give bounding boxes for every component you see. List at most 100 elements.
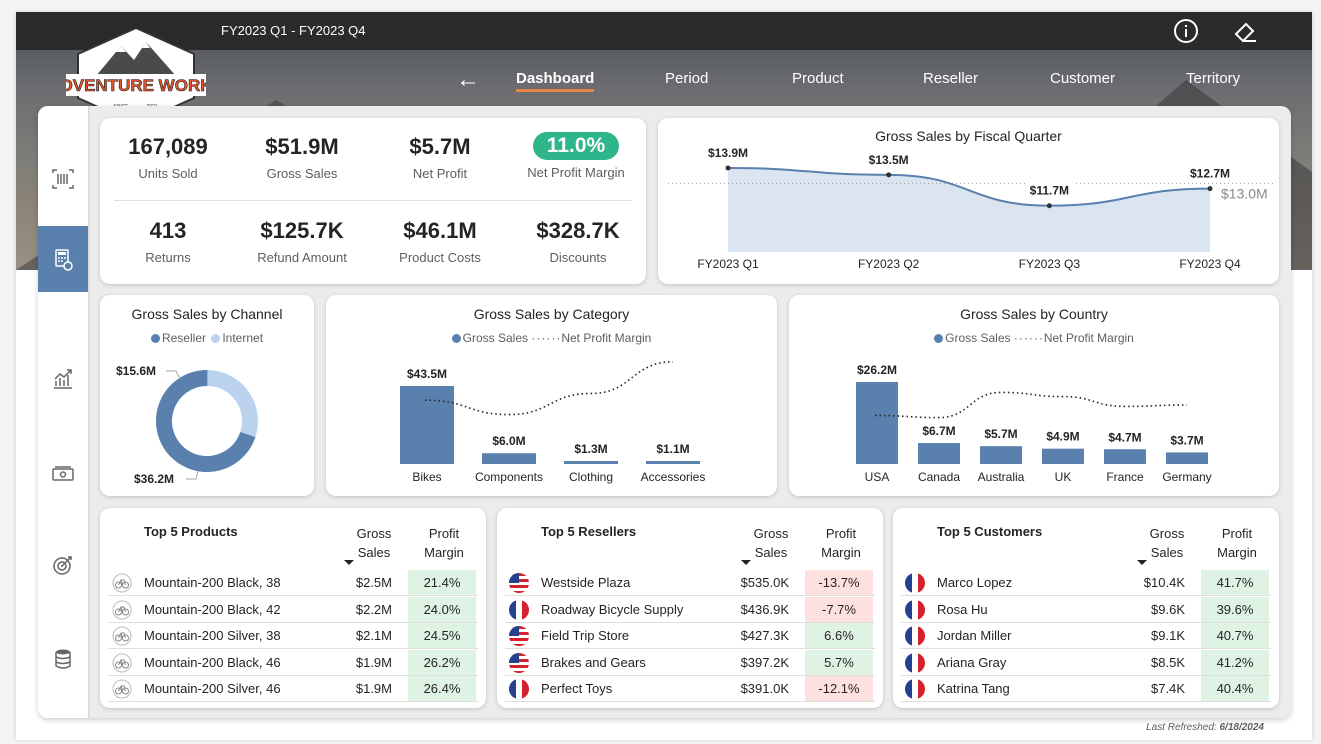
- header-profit-margin[interactable]: Profit Margin: [1203, 524, 1271, 562]
- kpi-gross-sales: $51.9M Gross Sales: [237, 134, 367, 181]
- row-gross-sales: $1.9M: [355, 681, 392, 696]
- category-chart-card: Gross Sales by Category Gross Sales ····…: [326, 295, 777, 496]
- legend-dot-sales: [934, 334, 944, 344]
- bar: [564, 461, 618, 464]
- rail-barcode[interactable]: [38, 146, 88, 212]
- table-title: Top 5 Customers: [937, 524, 1043, 539]
- kpi-net-profit: $5.7M Net Profit: [375, 134, 505, 181]
- table-row[interactable]: Mountain-200 Black, 42 $2.2M 24.0%: [108, 596, 478, 623]
- top-resellers-table: Top 5 Resellers Gross Sales Profit Margin Wes…: [497, 508, 883, 708]
- data-label-bg: [704, 144, 752, 161]
- table-row[interactable]: Roadway Bicycle Supply $436.9K -7.7%: [505, 596, 875, 623]
- table-row[interactable]: Mountain-200 Black, 38 $2.5M 21.4%: [108, 570, 478, 596]
- france-flag-icon: [905, 679, 925, 699]
- kpi-value: $328.7K: [536, 218, 620, 243]
- bar: [1042, 448, 1084, 464]
- kpi-label: Gross Sales: [266, 166, 338, 181]
- kpi-label: Net Profit: [412, 166, 468, 181]
- calculator-icon: [55, 249, 73, 271]
- data-label-reseller: $36.2M: [134, 472, 174, 486]
- row-profit-margin: -7.7%: [805, 596, 873, 622]
- row-gross-sales: $8.5K: [1151, 654, 1185, 670]
- tab-customer[interactable]: Customer: [1050, 70, 1116, 87]
- table-row[interactable]: Brakes and Gears $397.2K 5.7%: [505, 649, 875, 676]
- sort-descending-icon[interactable]: [1137, 560, 1147, 565]
- category-chart: $43.5M Bikes $6.0M Components $1.3M Clothing $…: [400, 361, 706, 484]
- data-label-bg: [1186, 164, 1234, 182]
- us-flag-icon: [509, 626, 529, 646]
- header-gross-sales[interactable]: Gross Sales: [344, 524, 404, 562]
- rail-money[interactable]: [38, 440, 88, 506]
- x-tick-label: Accessories: [641, 470, 706, 484]
- kpi-value: $46.1M: [403, 218, 477, 243]
- row-gross-sales: $436.9K: [740, 601, 789, 617]
- table-row[interactable]: Mountain-200 Black, 46 $1.9M 26.2%: [108, 649, 478, 676]
- rail-trend[interactable]: [38, 346, 88, 412]
- data-label: $5.7M: [984, 427, 1017, 441]
- tab-dashboard[interactable]: Dashboard: [516, 70, 595, 92]
- france-flag-icon: [509, 599, 529, 620]
- x-tick-label: France: [1106, 470, 1144, 484]
- sort-descending-icon[interactable]: [344, 560, 354, 565]
- row-profit-margin: 41.2%: [1201, 649, 1269, 675]
- rail-database[interactable]: [38, 626, 88, 692]
- kpi-value: $125.7K: [260, 218, 344, 243]
- data-label-internet: $15.6M: [116, 364, 156, 378]
- header-line: Margin: [1217, 545, 1257, 560]
- bar: [400, 386, 454, 464]
- country-chart-card: Gross Sales by Country Gross Sales ·····…: [789, 295, 1279, 496]
- row-gross-sales: $397.2K: [740, 654, 789, 670]
- refreshed-label: Last Refreshed:: [1146, 722, 1217, 733]
- data-label: $4.7M: [1108, 430, 1141, 444]
- row-profit-margin: 5.7%: [805, 649, 873, 675]
- tab-period[interactable]: Period: [665, 70, 709, 87]
- row-gross-sales: $7.4K: [1151, 681, 1185, 696]
- header-profit-margin[interactable]: Profit Margin: [410, 524, 478, 562]
- row-name: Katrina Tang: [937, 681, 1010, 696]
- x-tick-label: FY2023 Q4: [1179, 257, 1241, 271]
- barcode-icon: [52, 169, 74, 189]
- table-row[interactable]: Katrina Tang $7.4K 40.4%: [901, 676, 1271, 702]
- bike-icon: [112, 653, 132, 673]
- header-gross-sales[interactable]: Gross Sales: [741, 524, 801, 562]
- row-name: Marco Lopez: [937, 575, 1013, 590]
- chart-legend: Reseller Internet: [100, 331, 314, 345]
- x-tick-label: Germany: [1162, 470, 1211, 484]
- table-row[interactable]: Field Trip Store $427.3K 6.6%: [505, 623, 875, 649]
- row-name: Mountain-200 Black, 38: [144, 575, 281, 590]
- rail-target[interactable]: [38, 532, 88, 598]
- kpi-value: $51.9M: [265, 134, 339, 159]
- row-name: Mountain-200 Silver, 46: [144, 681, 281, 696]
- table-row[interactable]: Ariana Gray $8.5K 41.2%: [901, 649, 1271, 676]
- header-line: Profit: [825, 526, 857, 541]
- header-gross-sales[interactable]: Gross Sales: [1137, 524, 1197, 562]
- info-icon[interactable]: [1173, 18, 1199, 44]
- data-label: $1.3M: [574, 442, 607, 456]
- table-row[interactable]: Marco Lopez $10.4K 41.7%: [901, 570, 1271, 596]
- eraser-icon[interactable]: [1232, 18, 1258, 44]
- row-profit-margin: -12.1%: [805, 676, 873, 701]
- tab-territory[interactable]: Territory: [1186, 70, 1241, 87]
- table-row[interactable]: Rosa Hu $9.6K 39.6%: [901, 596, 1271, 623]
- sort-descending-icon[interactable]: [741, 560, 751, 565]
- row-gross-sales: $535.0K: [740, 575, 789, 590]
- data-label: $13.9M: [708, 146, 748, 160]
- table-row[interactable]: Westside Plaza $535.0K -13.7%: [505, 570, 875, 596]
- table-row[interactable]: Mountain-200 Silver, 46 $1.9M 26.4%: [108, 676, 478, 702]
- table-row[interactable]: Mountain-200 Silver, 38 $2.1M 24.5%: [108, 623, 478, 649]
- chart-title: Gross Sales by Channel: [131, 306, 283, 322]
- table-row[interactable]: Jordan Miller $9.1K 40.7%: [901, 623, 1271, 649]
- rail-calculator[interactable]: [38, 226, 88, 292]
- tab-reseller[interactable]: Reseller: [923, 70, 979, 87]
- tab-product[interactable]: Product: [792, 70, 844, 87]
- table-row[interactable]: Perfect Toys $391.0K -12.1%: [505, 676, 875, 702]
- back-arrow-icon[interactable]: ←: [456, 66, 480, 93]
- row-name: Mountain-200 Black, 42: [144, 601, 281, 617]
- target-icon: [53, 556, 72, 575]
- top-customers-table: Top 5 Customers Gross Sales Profit Margin Mar…: [893, 508, 1279, 708]
- top-products-table: Top 5 Products Gross Sales Profit Margin Moun…: [100, 508, 486, 708]
- data-label: $43.5M: [407, 367, 447, 381]
- chart-legend: Gross Sales ······Net Profit Margin: [789, 331, 1279, 345]
- legend-reseller: Reseller: [161, 331, 206, 345]
- header-profit-margin[interactable]: Profit Margin: [807, 524, 875, 562]
